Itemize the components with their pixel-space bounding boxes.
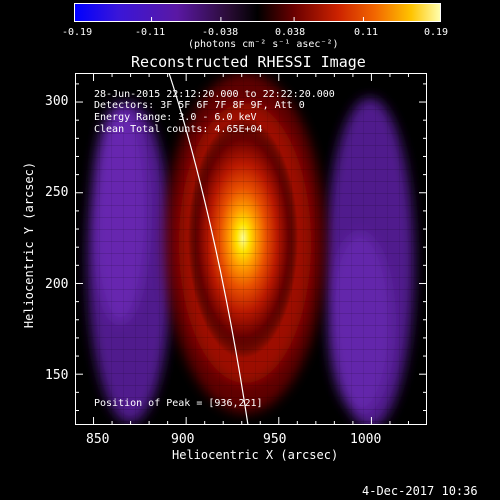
peak-position-text: Position of Peak = [936,221] (94, 398, 263, 409)
colorbar-tick-label-5: 0.19 (424, 27, 449, 38)
x-tick-label-950: 950 (263, 432, 287, 447)
colorbar-tick-label-3: 0.038 (275, 27, 306, 38)
info-line-detectors: Detectors: 3F 5F 6F 7F 8F 9F, Att 0 (94, 100, 305, 111)
footer-timestamp: 4-Dec-2017 10:36 (362, 484, 478, 498)
x-tick-label-900: 900 (171, 432, 195, 447)
y-tick-label-200: 200 (45, 277, 69, 292)
info-line-counts: Clean Total counts: 4.65E+04 (94, 124, 263, 135)
solar-limb (168, 73, 249, 425)
info-line-date: 28-Jun-2015 22:12:20.000 to 22:22:20.000 (94, 89, 335, 100)
info-line-energy: Energy Range: 3.0 - 6.0 keV (94, 112, 257, 123)
y-tick-label-250: 250 (45, 185, 69, 200)
colorbar (74, 3, 441, 22)
colorbar-tick-label-2: -0.038 (202, 27, 239, 38)
plot-frame (75, 73, 427, 425)
colorbar-tick-label-0: -0.19 (62, 27, 93, 38)
rhessi-image-plot (75, 73, 427, 425)
x-tick-label-1000: 1000 (350, 432, 382, 447)
y-axis-label: Heliocentric Y (arcsec) (22, 161, 37, 329)
colorbar-tick-label-1: -0.11 (135, 27, 166, 38)
y-tick-label-300: 300 (45, 94, 69, 109)
x-axis-label: Heliocentric X (arcsec) (172, 448, 339, 462)
y-tick-label-150: 150 (45, 368, 69, 383)
plot-title: Reconstructed RHESSI Image (131, 53, 366, 71)
colorbar-ticks (74, 17, 441, 22)
x-tick-label-850: 850 (86, 432, 110, 447)
axis-ticks (75, 73, 427, 425)
colorbar-tick-label-4: 0.11 (354, 27, 379, 38)
colorbar-units-label: (photons cm⁻² s⁻¹ asec⁻²) (188, 39, 339, 50)
